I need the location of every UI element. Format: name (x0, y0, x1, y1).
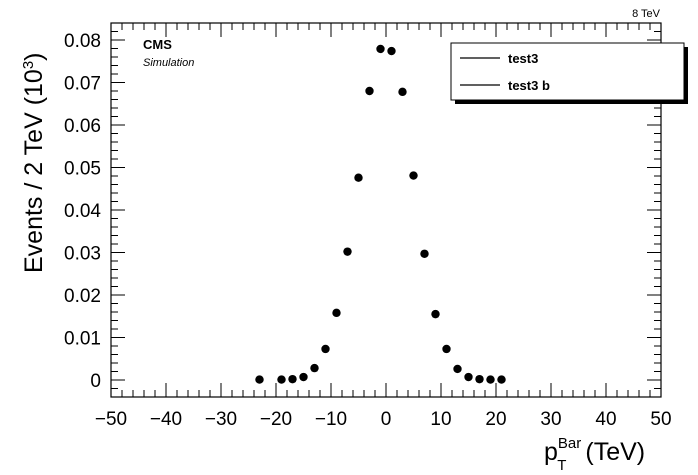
data-point (332, 308, 341, 318)
x-tick-label: 10 (430, 409, 451, 430)
y-axis-label-close: ) (20, 53, 48, 61)
y-tick-label: 0 (90, 371, 101, 392)
data-point (277, 375, 286, 384)
x-tick-label: −20 (260, 409, 292, 430)
data-point (464, 372, 473, 382)
data-point (365, 86, 374, 96)
x-tick-label: 20 (485, 409, 506, 430)
x-tick-label: −10 (315, 409, 347, 430)
data-point (310, 363, 319, 373)
data-point (497, 375, 506, 384)
x-axis-label-main: p (544, 438, 558, 466)
data-point (321, 344, 330, 354)
y-axis-label-main: Events / 2 TeV (10 (20, 69, 48, 273)
data-point (442, 344, 451, 354)
data-point (288, 374, 297, 384)
y-tick-label: 0.07 (64, 74, 101, 95)
y-tick-label: 0.01 (64, 329, 101, 350)
data-point (409, 171, 418, 180)
x-axis-label-unit: (TeV) (578, 438, 645, 466)
experiment-sublabel: Simulation (143, 57, 194, 69)
data-points (255, 44, 506, 384)
data-point (255, 375, 264, 384)
x-tick-label: −50 (95, 409, 127, 430)
legend-entry-1: test3 b (508, 78, 550, 93)
legend-box (450, 42, 685, 101)
data-point (398, 87, 407, 97)
legend: test3 test3 b (450, 42, 688, 104)
y-tick-label: 0.02 (64, 286, 101, 307)
y-tick-label: 0.04 (64, 201, 101, 222)
energy-label: 8 TeV (632, 8, 661, 20)
y-axis-label-exponent: 3 (20, 61, 37, 69)
x-axis-label-sup: Bar (558, 435, 581, 452)
y-tick-label: 0.05 (64, 159, 101, 180)
x-tick-label: 40 (595, 409, 616, 430)
x-tick-label: 50 (650, 409, 671, 430)
data-point (343, 247, 352, 256)
legend-entry-0: test3 (508, 51, 538, 66)
data-point (420, 249, 429, 258)
experiment-label: CMS (143, 37, 172, 52)
x-tick-labels: −50 −40 −30 −20 −10 0 10 20 30 40 50 (95, 409, 672, 430)
y-tick-label: 0.03 (64, 244, 101, 265)
x-tick-label: −30 (205, 409, 237, 430)
data-point (475, 374, 484, 384)
y-tick-labels: 0 0.01 0.02 0.03 0.04 0.05 0.06 0.07 0.08 (64, 31, 101, 392)
data-point (376, 44, 385, 54)
data-point (453, 364, 462, 374)
y-tick-label: 0.08 (64, 31, 101, 52)
y-tick-label: 0.06 (64, 116, 101, 137)
x-axis-label: pBar T (TeV) (544, 435, 645, 474)
x-tick-label: 0 (381, 409, 392, 430)
x-tick-label: 30 (540, 409, 561, 430)
x-axis-label-sub: T (557, 457, 566, 474)
data-point (431, 309, 440, 319)
y-axis-label: Events / 2 TeV (103) (20, 53, 48, 274)
data-point (387, 46, 396, 56)
data-point (354, 173, 363, 182)
data-point (486, 375, 495, 384)
x-tick-label: −40 (150, 409, 182, 430)
data-point (299, 372, 308, 382)
axis-ticks (110, 22, 662, 398)
